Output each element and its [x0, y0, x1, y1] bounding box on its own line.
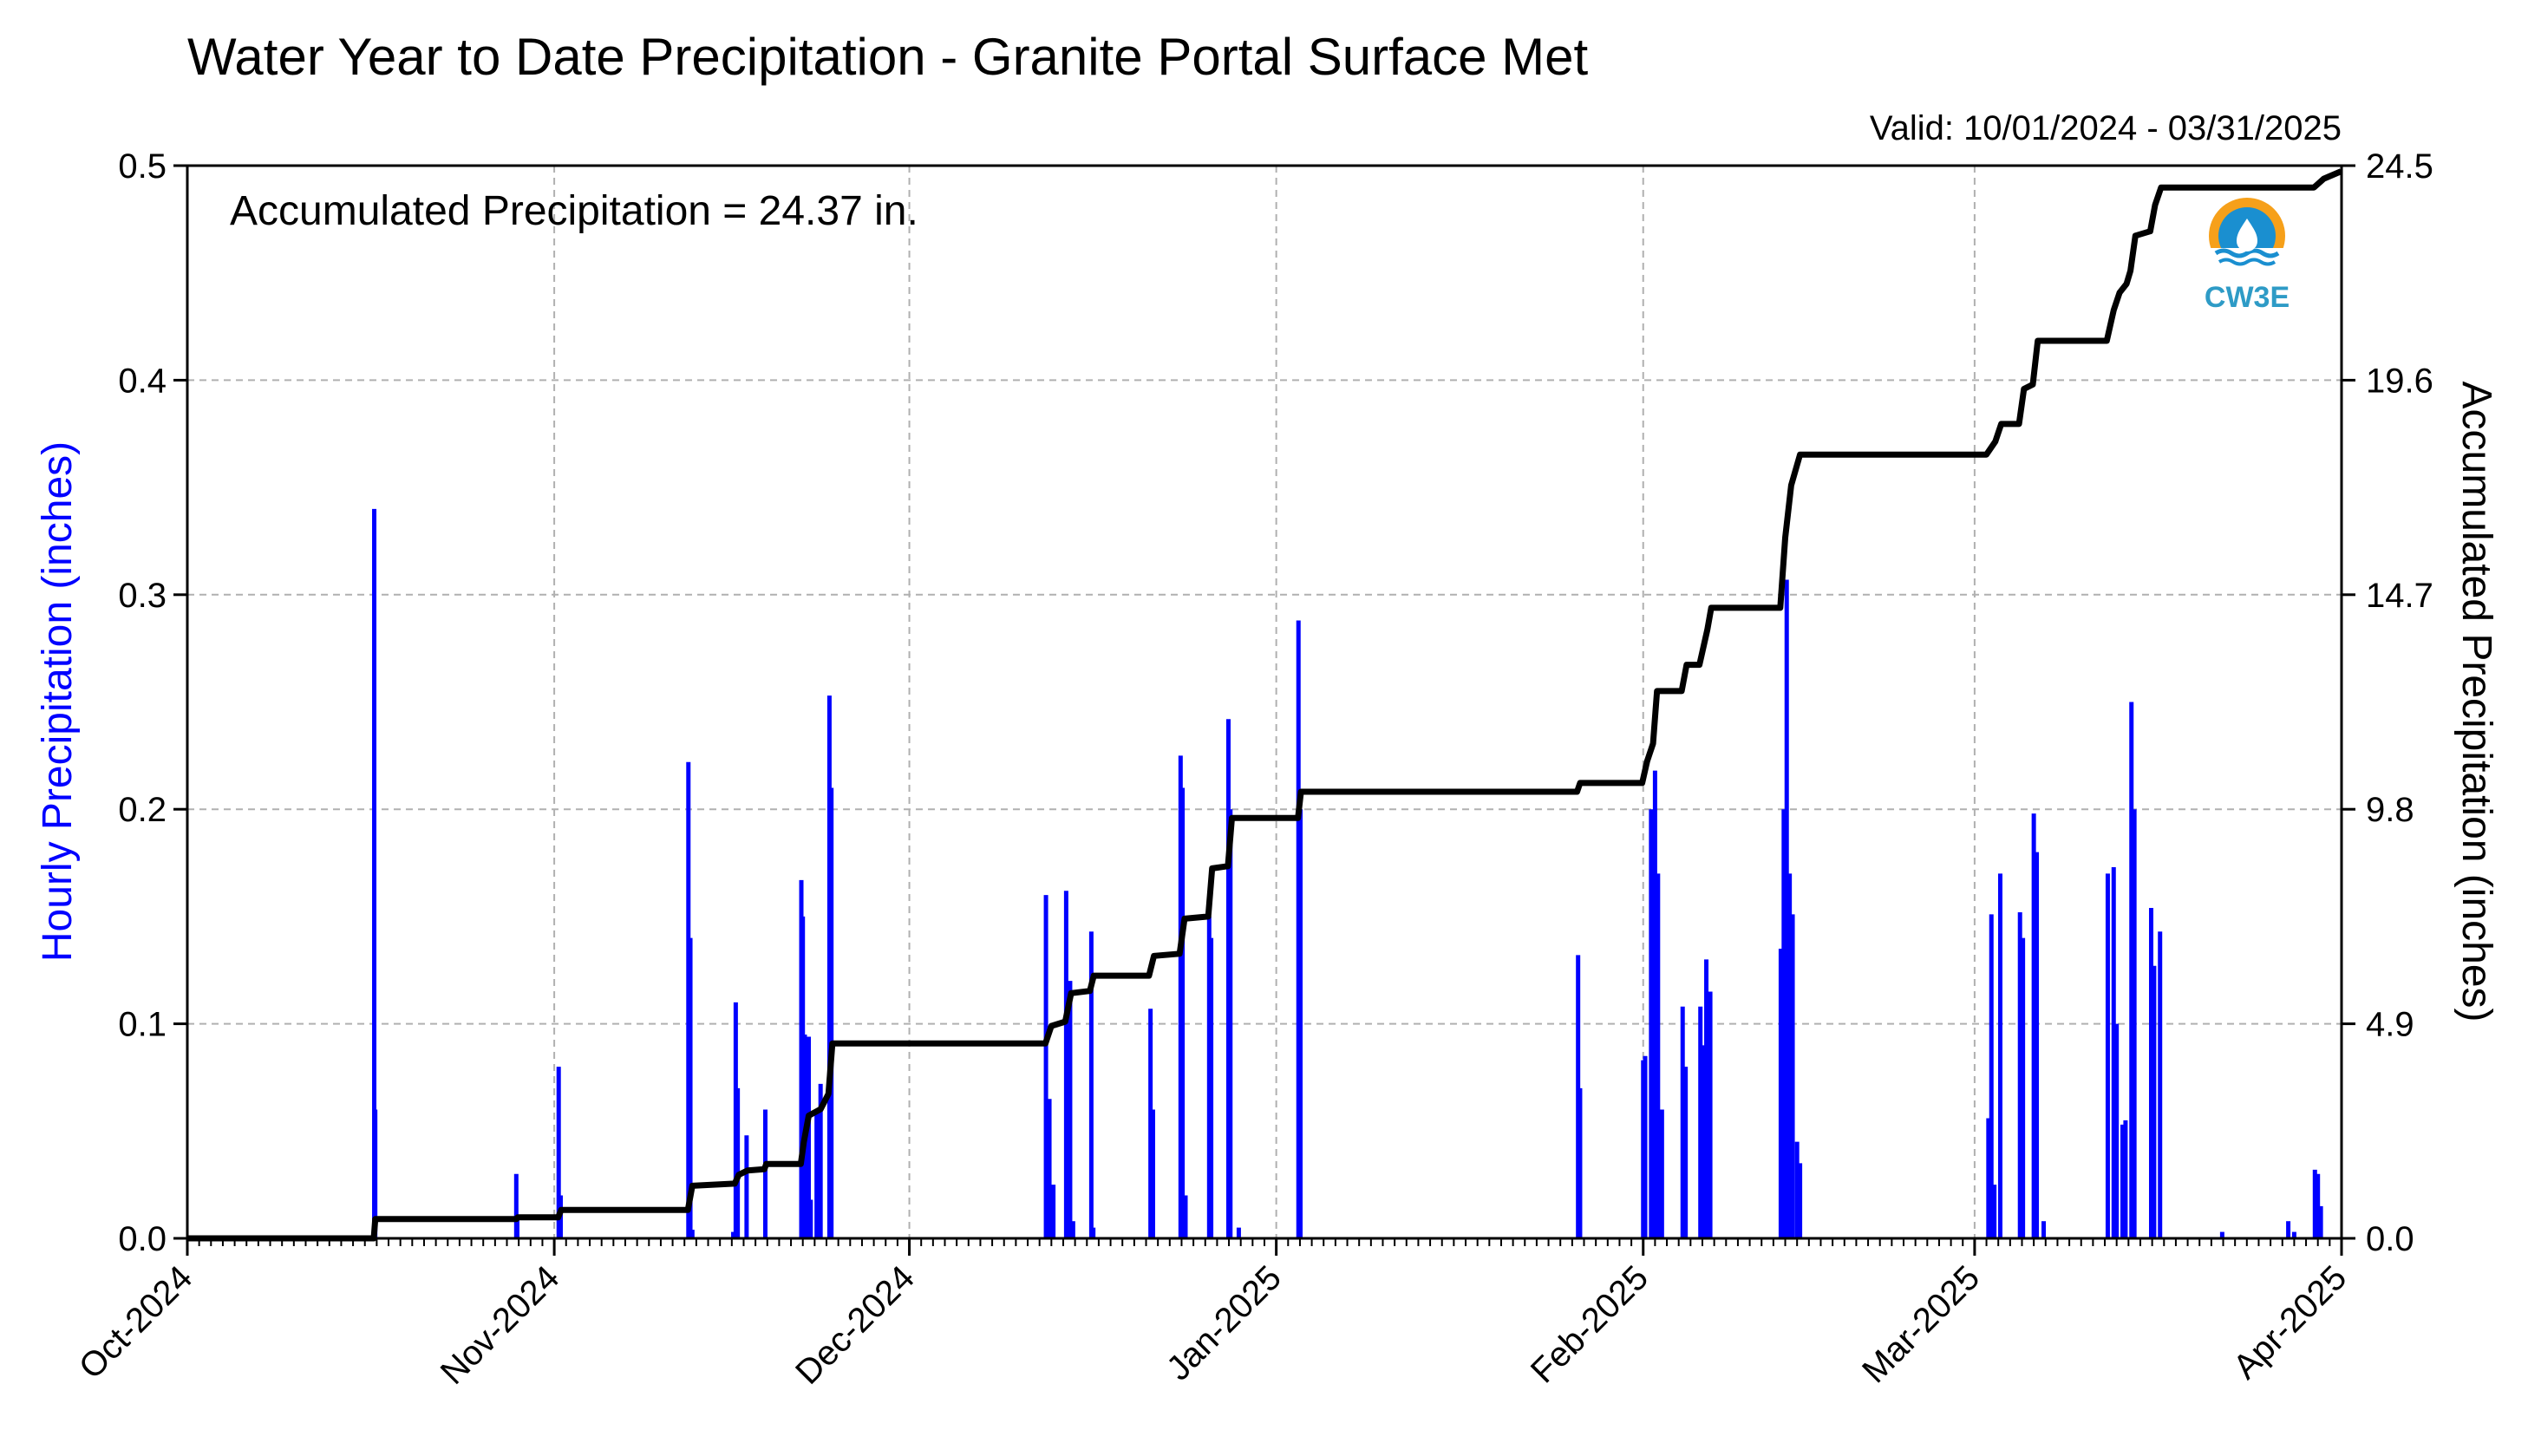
- chart-title: Water Year to Date Precipitation - Grani…: [187, 28, 1589, 86]
- right-y-tick-label: 9.8: [2366, 791, 2414, 829]
- x-tick-label: Feb-2025: [1524, 1258, 1656, 1390]
- x-tick-label: Nov-2024: [434, 1258, 567, 1392]
- x-tick-label: Dec-2024: [788, 1258, 922, 1392]
- logo-wave-1: [2214, 248, 2280, 258]
- grid-lines: [187, 166, 2342, 1238]
- right-y-tick-label: 0.0: [2366, 1220, 2414, 1258]
- right-y-tick-label: 24.5: [2366, 147, 2433, 186]
- x-tick-label: Jan-2025: [1159, 1258, 1289, 1387]
- logo-wave-2: [2218, 258, 2277, 266]
- left-y-axis-label: Hourly Precipitation (inches): [35, 441, 81, 962]
- left-y-tick-label: 0.4: [118, 362, 167, 400]
- left-y-tick-label: 0.1: [118, 1006, 167, 1044]
- left-y-tick-label: 0.0: [118, 1220, 167, 1258]
- hourly-precipitation-bars: [372, 508, 2323, 1238]
- right-y-tick-label: 19.6: [2366, 362, 2433, 400]
- right-y-tick-label: 14.7: [2366, 577, 2433, 615]
- left-y-tick-label: 0.5: [118, 147, 167, 186]
- left-y-axis: 0.0 0.1 0.2 0.3 0.4 0.5: [118, 147, 187, 1258]
- cw3e-logo: CW3E: [2205, 198, 2290, 314]
- logo-text: CW3E: [2205, 281, 2290, 314]
- right-y-axis-label: Accumulated Precipitation (inches): [2453, 381, 2499, 1022]
- left-y-tick-label: 0.3: [118, 577, 167, 615]
- left-y-tick-label: 0.2: [118, 791, 167, 829]
- logo-drop-icon: [2237, 219, 2257, 251]
- x-tick-label: Mar-2025: [1855, 1258, 1987, 1390]
- valid-range-subtitle: Valid: 10/01/2024 - 03/31/2025: [1870, 109, 2342, 147]
- x-tick-label: Oct-2024: [72, 1258, 199, 1386]
- right-y-axis: 0.0 4.9 9.8 14.7 19.6 24.5: [2342, 147, 2433, 1258]
- right-y-tick-label: 4.9: [2366, 1006, 2414, 1044]
- accumulated-total-annotation: Accumulated Precipitation = 24.37 in.: [230, 188, 918, 234]
- accumulated-precipitation-line: [187, 168, 2342, 1242]
- x-tick-label: Apr-2025: [2226, 1258, 2354, 1386]
- x-axis: Oct-2024 Nov-2024 Dec-2024 Jan-2025 Feb-2025…: [72, 1238, 2354, 1392]
